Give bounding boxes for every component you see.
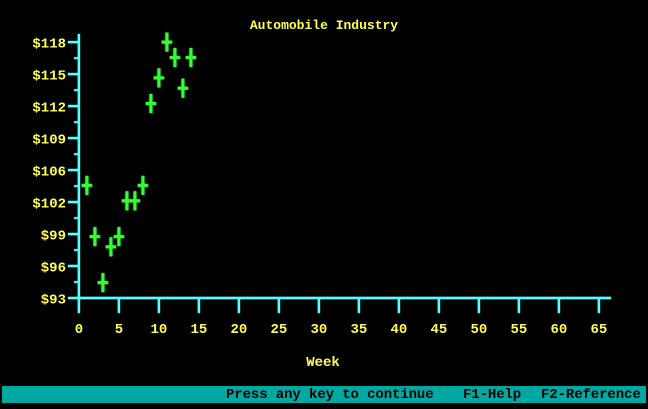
- svg-text:$96: $96: [41, 261, 66, 277]
- svg-text:60: 60: [550, 322, 567, 338]
- svg-text:55: 55: [510, 322, 527, 338]
- svg-text:Week: Week: [306, 355, 340, 371]
- svg-text:$106: $106: [32, 165, 66, 181]
- svg-text:$93: $93: [41, 293, 66, 309]
- svg-text:45: 45: [430, 322, 447, 338]
- svg-text:10: 10: [150, 322, 167, 338]
- svg-text:$112: $112: [32, 101, 66, 117]
- svg-text:$118: $118: [32, 37, 66, 53]
- svg-text:50: 50: [470, 322, 487, 338]
- svg-text:15: 15: [190, 322, 207, 338]
- svg-text:30: 30: [310, 322, 327, 338]
- svg-text:35: 35: [350, 322, 367, 338]
- svg-text:65: 65: [590, 322, 607, 338]
- svg-text:Automobile Industry: Automobile Industry: [250, 18, 398, 33]
- svg-text:$102: $102: [32, 197, 66, 213]
- svg-text:5: 5: [115, 322, 123, 338]
- svg-text:$109: $109: [32, 133, 66, 149]
- svg-text:$115: $115: [32, 69, 66, 85]
- svg-text:20: 20: [230, 322, 247, 338]
- svg-text:0: 0: [75, 322, 83, 338]
- svg-text:25: 25: [270, 322, 287, 338]
- svg-text:$99: $99: [41, 229, 66, 245]
- svg-text:40: 40: [390, 322, 407, 338]
